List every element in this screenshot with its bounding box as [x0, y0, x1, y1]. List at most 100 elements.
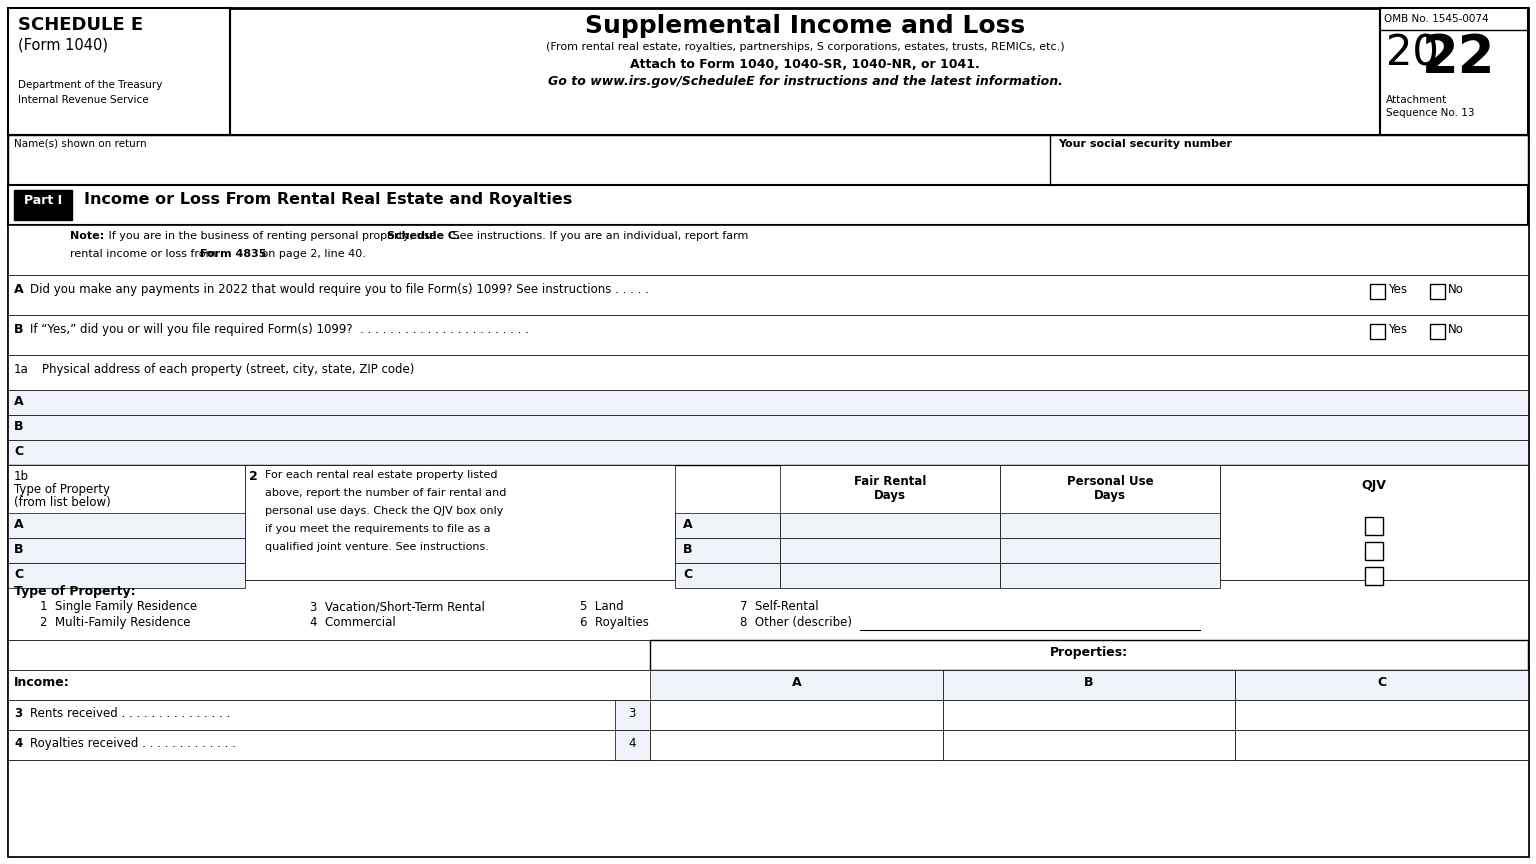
Text: If “Yes,” did you or will you file required Form(s) 1099?  . . . . . . . . . . .: If “Yes,” did you or will you file requi… — [31, 323, 528, 336]
Text: 1a: 1a — [14, 363, 29, 376]
Bar — [8, 640, 1528, 670]
Text: 20: 20 — [1385, 32, 1439, 74]
Bar — [8, 315, 1528, 355]
Bar — [8, 8, 230, 135]
Text: 5  Land: 5 Land — [581, 600, 624, 613]
Text: QJV: QJV — [1361, 479, 1387, 492]
Text: B: B — [14, 543, 23, 556]
Text: (Form 1040): (Form 1040) — [18, 38, 108, 53]
Bar — [943, 700, 1235, 730]
Bar — [1000, 465, 1220, 580]
Text: Attach to Form 1040, 1040-SR, 1040-NR, or 1041.: Attach to Form 1040, 1040-SR, 1040-NR, o… — [630, 58, 980, 71]
Text: 2: 2 — [249, 470, 258, 483]
Bar — [650, 640, 1528, 670]
Bar — [614, 730, 650, 760]
Bar — [1000, 513, 1220, 538]
Text: SCHEDULE E: SCHEDULE E — [18, 16, 143, 34]
Bar — [1430, 324, 1445, 339]
Text: Rents received . . . . . . . . . . . . . . .: Rents received . . . . . . . . . . . . .… — [31, 707, 230, 720]
Bar — [8, 538, 246, 563]
Text: 1  Single Family Residence: 1 Single Family Residence — [40, 600, 197, 613]
Text: 22: 22 — [1422, 32, 1496, 84]
Bar — [1000, 538, 1220, 563]
Text: Attachment: Attachment — [1385, 95, 1447, 105]
Text: Days: Days — [874, 489, 906, 502]
Bar — [674, 538, 780, 563]
Bar — [1379, 8, 1528, 135]
Bar — [1370, 324, 1385, 339]
Text: C: C — [1378, 676, 1385, 689]
Bar — [246, 465, 674, 580]
Text: Form 4835: Form 4835 — [200, 249, 266, 259]
Text: Income:: Income: — [14, 676, 69, 689]
Text: Note:: Note: — [71, 231, 104, 241]
Bar — [8, 513, 246, 538]
Text: 4: 4 — [14, 737, 22, 750]
Bar — [8, 465, 246, 580]
Bar — [8, 185, 1528, 225]
Bar — [8, 415, 1528, 440]
Text: If you are in the business of renting personal property, use: If you are in the business of renting pe… — [104, 231, 439, 241]
Bar — [1366, 542, 1382, 560]
Text: B: B — [684, 543, 693, 556]
Text: 1b: 1b — [14, 470, 29, 483]
Bar — [1000, 563, 1220, 588]
Bar — [1370, 284, 1385, 299]
Text: Schedule C.: Schedule C. — [387, 231, 461, 241]
Text: Type of Property: Type of Property — [14, 483, 111, 496]
Text: Supplemental Income and Loss: Supplemental Income and Loss — [585, 14, 1025, 38]
Text: Yes: Yes — [1389, 283, 1407, 296]
Text: C: C — [14, 445, 23, 458]
Text: A: A — [14, 395, 23, 408]
Text: Go to www.irs.gov/ScheduleE for instructions and the latest information.: Go to www.irs.gov/ScheduleE for instruct… — [547, 75, 1063, 88]
Bar — [780, 563, 1000, 588]
Bar — [8, 355, 1528, 390]
Text: A: A — [791, 676, 802, 689]
Bar — [1220, 465, 1528, 580]
Text: Internal Revenue Service: Internal Revenue Service — [18, 95, 149, 105]
Text: 7  Self-Rental: 7 Self-Rental — [740, 600, 819, 613]
Bar — [650, 730, 943, 760]
Text: No: No — [1448, 323, 1464, 336]
Text: if you meet the requirements to file as a: if you meet the requirements to file as … — [266, 524, 490, 534]
Text: B: B — [1084, 676, 1094, 689]
Text: Your social security number: Your social security number — [1058, 139, 1232, 149]
Bar — [1366, 517, 1382, 535]
Bar — [1235, 730, 1528, 760]
Text: Sequence No. 13: Sequence No. 13 — [1385, 108, 1475, 118]
Text: For each rental real estate property listed: For each rental real estate property lis… — [266, 470, 498, 480]
Bar — [1430, 284, 1445, 299]
Text: Days: Days — [1094, 489, 1126, 502]
Text: OMB No. 1545-0074: OMB No. 1545-0074 — [1384, 14, 1488, 24]
Text: 3: 3 — [14, 707, 22, 720]
Bar — [943, 670, 1235, 700]
Bar — [674, 563, 780, 588]
Bar — [8, 563, 246, 588]
Bar — [780, 538, 1000, 563]
Text: Physical address of each property (street, city, state, ZIP code): Physical address of each property (stree… — [41, 363, 415, 376]
Text: Royalties received . . . . . . . . . . . . .: Royalties received . . . . . . . . . . .… — [31, 737, 237, 750]
Bar — [8, 440, 1528, 465]
Bar — [8, 225, 1528, 275]
Bar — [8, 670, 1528, 700]
Text: B: B — [14, 420, 23, 433]
Text: 4  Commercial: 4 Commercial — [310, 616, 396, 629]
Bar — [674, 513, 780, 538]
Text: Properties:: Properties: — [1051, 646, 1127, 659]
Bar — [1235, 670, 1528, 700]
Bar — [8, 390, 1528, 415]
Bar — [8, 700, 1528, 730]
Text: personal use days. Check the QJV box only: personal use days. Check the QJV box onl… — [266, 506, 504, 516]
Bar — [780, 465, 1000, 580]
Bar — [943, 730, 1235, 760]
Text: C: C — [14, 568, 23, 581]
Text: on page 2, line 40.: on page 2, line 40. — [258, 249, 366, 259]
Text: B: B — [14, 323, 23, 336]
Text: A: A — [14, 283, 23, 296]
Text: Fair Rental: Fair Rental — [854, 475, 926, 488]
Text: Department of the Treasury: Department of the Treasury — [18, 80, 163, 90]
Text: A: A — [14, 518, 23, 531]
Text: No: No — [1448, 283, 1464, 296]
Text: Name(s) shown on return: Name(s) shown on return — [14, 139, 146, 149]
Bar — [1235, 700, 1528, 730]
